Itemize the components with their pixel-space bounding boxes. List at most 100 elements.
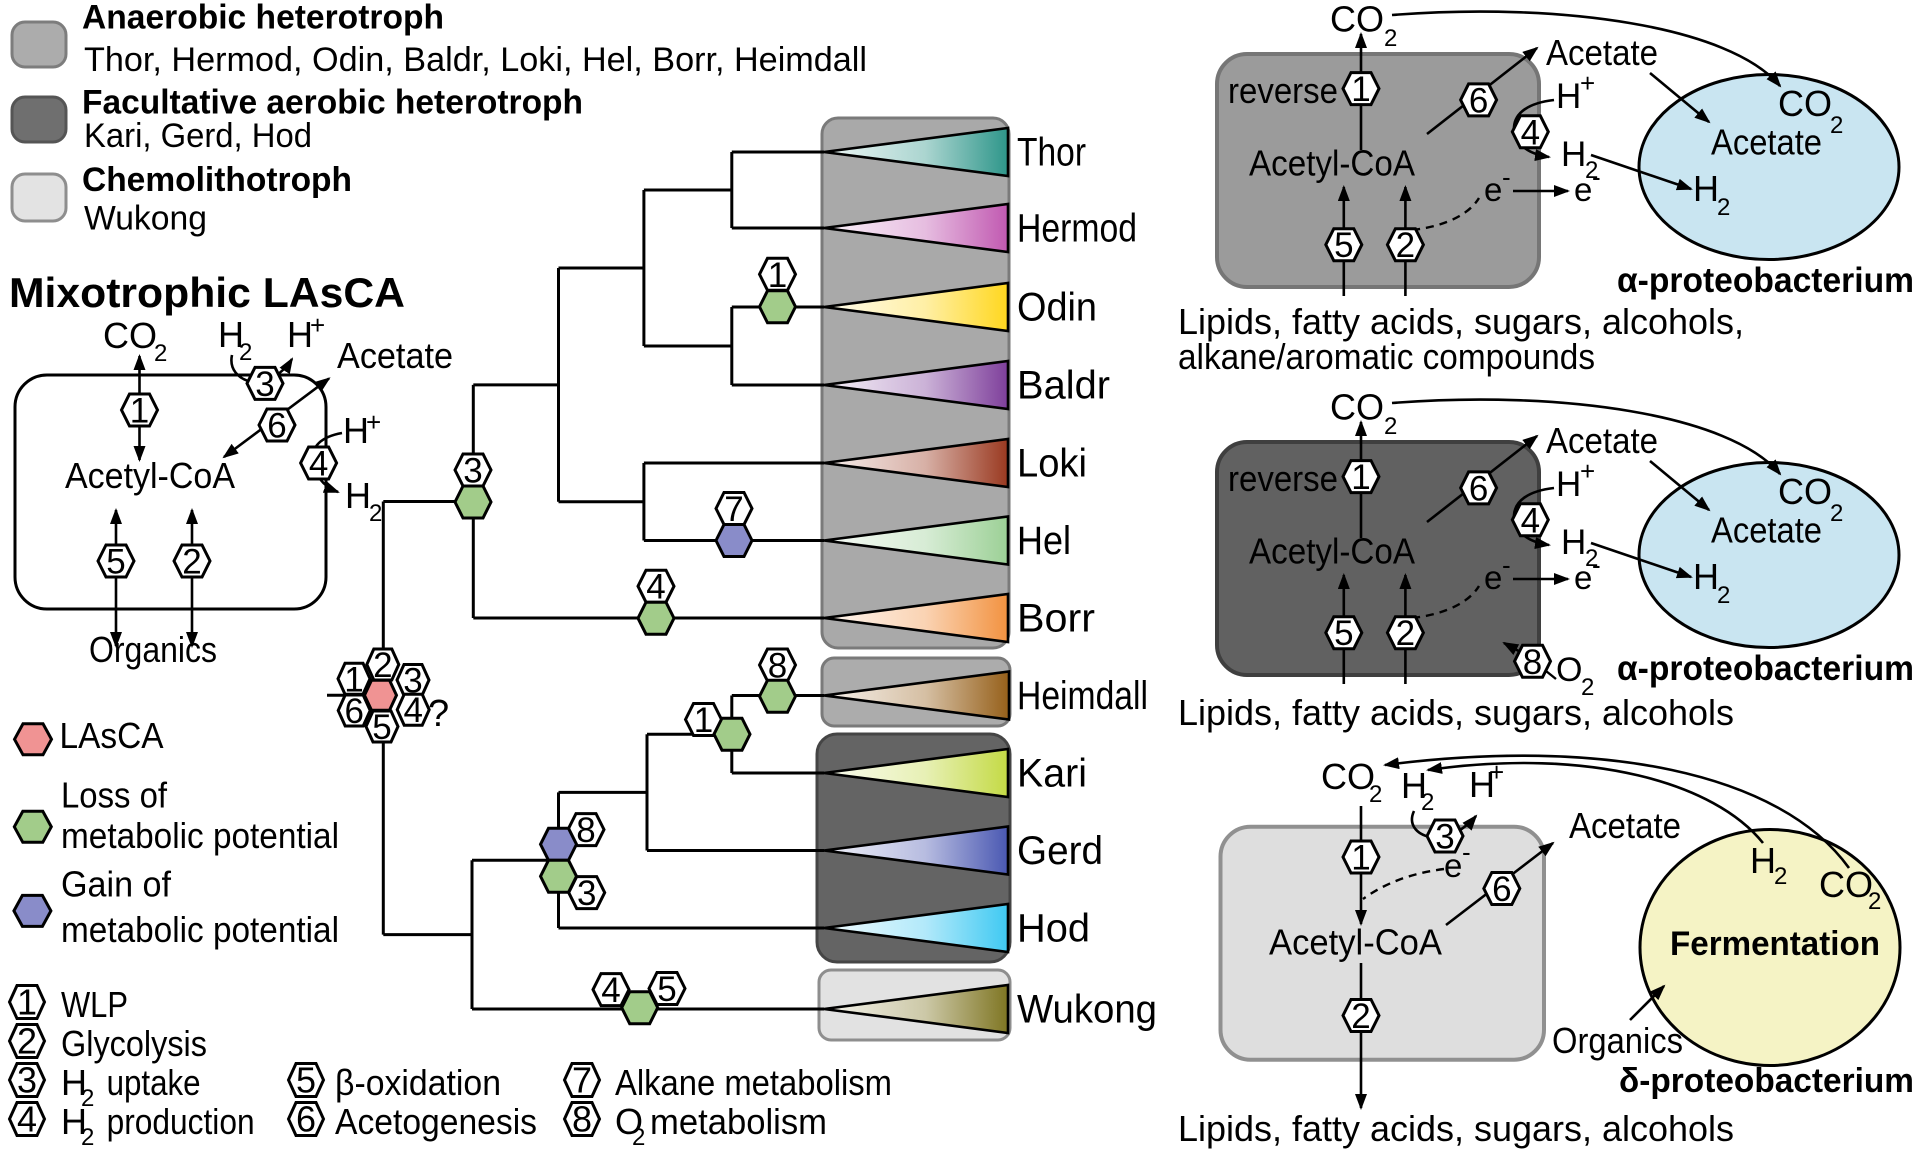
svg-text:1: 1	[768, 256, 787, 295]
svg-text:7: 7	[572, 1060, 592, 1101]
svg-text:7: 7	[724, 490, 743, 529]
svg-text:2: 2	[1384, 25, 1397, 52]
svg-text:production: production	[107, 1101, 255, 1142]
svg-text:+: +	[1489, 757, 1504, 787]
svg-text:H: H	[345, 475, 371, 516]
svg-text:H: H	[1750, 840, 1776, 881]
svg-text:CO: CO	[1819, 864, 1873, 905]
svg-text:6: 6	[296, 1099, 316, 1140]
svg-text:1: 1	[1351, 70, 1370, 109]
svg-text:4: 4	[309, 445, 328, 484]
svg-text:3: 3	[577, 874, 596, 913]
svg-text:δ-proteobacterium: δ-proteobacterium	[1619, 1062, 1914, 1100]
svg-text:H: H	[343, 410, 369, 451]
svg-text:Anaerobic heterotroph: Anaerobic heterotroph	[82, 0, 444, 36]
svg-text:alkane/aromatic compounds: alkane/aromatic compounds	[1178, 336, 1595, 377]
svg-text:2: 2	[154, 340, 167, 367]
svg-text:2: 2	[1830, 112, 1843, 139]
svg-text:4: 4	[403, 691, 422, 730]
svg-text:e: e	[1444, 847, 1462, 884]
svg-text:3: 3	[463, 452, 482, 491]
svg-text:CO: CO	[103, 315, 157, 356]
svg-text:1: 1	[1351, 839, 1370, 878]
svg-text:Lipids, fatty acids, sugars, a: Lipids, fatty acids, sugars, alcohols	[1178, 1108, 1734, 1149]
svg-text:2: 2	[1868, 888, 1881, 915]
svg-text:6: 6	[267, 407, 286, 446]
svg-text:Borr: Borr	[1017, 597, 1095, 641]
svg-text:2: 2	[1774, 863, 1787, 890]
svg-text:H: H	[1556, 77, 1581, 116]
svg-text:+: +	[310, 310, 325, 340]
svg-text:H: H	[61, 1062, 87, 1103]
svg-text:1: 1	[344, 660, 363, 699]
svg-text:Wukong: Wukong	[1017, 988, 1157, 1032]
svg-text:2: 2	[81, 1085, 94, 1112]
svg-text:6: 6	[344, 692, 363, 731]
svg-text:Lipids, fatty acids, sugars, a: Lipids, fatty acids, sugars, alcohols	[1178, 692, 1734, 733]
svg-text:Acetyl-CoA: Acetyl-CoA	[1269, 922, 1442, 963]
svg-text:-: -	[1592, 162, 1601, 192]
svg-text:2: 2	[1351, 997, 1370, 1036]
svg-text:2: 2	[182, 543, 201, 582]
svg-text:Acetate: Acetate	[1711, 510, 1822, 551]
svg-text:6: 6	[1469, 469, 1488, 508]
svg-text:Alkane metabolism: Alkane metabolism	[615, 1062, 892, 1103]
svg-text:H: H	[1693, 556, 1719, 597]
svg-text:Acetate: Acetate	[1546, 420, 1658, 461]
svg-text:3: 3	[255, 365, 274, 404]
svg-text:2: 2	[632, 1124, 645, 1151]
svg-text:2: 2	[1585, 157, 1598, 184]
svg-text:Fermentation: Fermentation	[1670, 925, 1880, 963]
svg-text:3: 3	[403, 662, 422, 701]
svg-text:CO: CO	[1321, 756, 1375, 797]
svg-text:Acetate: Acetate	[1569, 805, 1681, 846]
svg-text:2: 2	[1421, 789, 1434, 816]
svg-text:Acetate: Acetate	[1546, 32, 1658, 73]
svg-text:Heimdall: Heimdall	[1017, 674, 1148, 718]
svg-text:reverse: reverse	[1228, 70, 1338, 111]
svg-text:1: 1	[130, 392, 149, 431]
svg-text:8: 8	[768, 647, 787, 686]
svg-text:Acetyl-CoA: Acetyl-CoA	[65, 455, 235, 496]
svg-text:6: 6	[1469, 81, 1488, 120]
svg-text:O: O	[1556, 651, 1582, 689]
svg-text:Odin: Odin	[1017, 286, 1097, 330]
svg-text:O: O	[615, 1101, 643, 1142]
svg-text:CO: CO	[1778, 471, 1832, 512]
svg-text:2: 2	[369, 500, 382, 527]
svg-text:2: 2	[1585, 545, 1598, 572]
svg-text:Gerd: Gerd	[1017, 829, 1103, 873]
svg-text:3: 3	[1435, 818, 1454, 857]
svg-text:1: 1	[694, 701, 713, 740]
svg-text:LAsCA: LAsCA	[60, 715, 164, 756]
svg-text:5: 5	[1334, 614, 1353, 653]
svg-text:8: 8	[1523, 643, 1542, 682]
svg-text:H: H	[1556, 465, 1581, 504]
svg-text:H: H	[1561, 135, 1586, 174]
svg-text:e: e	[1484, 559, 1502, 596]
svg-text:Acetyl-CoA: Acetyl-CoA	[1249, 531, 1415, 572]
svg-text:-: -	[1502, 550, 1511, 580]
svg-text:-: -	[1462, 837, 1471, 867]
svg-text:4: 4	[17, 1099, 37, 1140]
svg-text:3: 3	[17, 1060, 37, 1101]
svg-text:4: 4	[646, 568, 665, 607]
svg-text:Thor: Thor	[1017, 131, 1086, 175]
svg-text:Baldr: Baldr	[1017, 364, 1110, 408]
svg-text:5: 5	[106, 543, 125, 582]
svg-text:α-proteobacterium: α-proteobacterium	[1617, 649, 1914, 688]
svg-text:H: H	[1401, 765, 1427, 806]
svg-text:Organics: Organics	[89, 629, 217, 670]
svg-text:2: 2	[373, 646, 392, 685]
svg-text:-: -	[1502, 162, 1511, 192]
svg-text:2: 2	[17, 1021, 37, 1062]
svg-text:WLP: WLP	[61, 984, 128, 1025]
svg-text:1: 1	[1351, 458, 1370, 497]
svg-text:Loss of: Loss of	[61, 775, 168, 816]
svg-text:4: 4	[601, 971, 620, 1010]
svg-text:2: 2	[239, 339, 252, 366]
svg-text:H: H	[61, 1101, 87, 1142]
svg-text:+: +	[366, 407, 381, 437]
svg-text:-: -	[1592, 550, 1601, 580]
svg-text:2: 2	[1384, 413, 1397, 440]
